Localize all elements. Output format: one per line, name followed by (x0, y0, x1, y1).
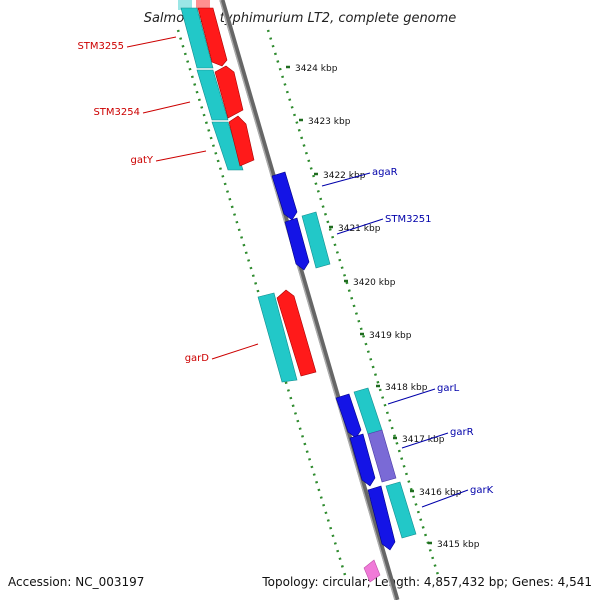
gene-label-right[interactable]: STM3251 (385, 214, 432, 225)
gene-labels: STM3255 STM3254 gatY garD agaR STM3251 garL gar… (77, 36, 494, 508)
gene-label-left[interactable]: gatY (130, 155, 153, 166)
map-title: Salmonella typhimurium LT2, complete gen… (144, 11, 457, 26)
gene-cyan-gaty (211, 121, 244, 171)
gene-purple-garr (367, 429, 397, 483)
topology-text: Topology: circular; Length: 4,857,432 bp… (261, 575, 592, 589)
scale-label: 3421 kbp (338, 224, 381, 234)
leader-line-right (321, 172, 371, 187)
scale-label: 3424 kbp (295, 64, 338, 74)
gene-label-right[interactable]: garL (437, 383, 460, 394)
genome-backbone-highlight (219, 0, 396, 600)
gene-cyan-gark (385, 481, 417, 539)
gene-label-right[interactable]: garK (470, 485, 494, 496)
leader-line-left (126, 36, 177, 48)
gene-blue-garl (335, 393, 362, 439)
gene-red-stm3254 (214, 65, 244, 119)
leader-line-right (421, 489, 469, 508)
scale-label: 3420 kbp (353, 278, 396, 288)
gene-blue-stm3251 (284, 217, 310, 271)
scale-label: 3416 kbp (419, 488, 462, 498)
gene-blue-gark (367, 485, 396, 551)
gene-red-gard (276, 289, 317, 377)
scale-labels: 3424 kbp 3423 kbp 3422 kbp 3421 kbp 3420 kbp… (286, 64, 480, 550)
accession-text: Accession: NC_003197 (8, 575, 144, 589)
gene-label-left[interactable]: STM3254 (93, 107, 140, 118)
leader-line-right (336, 218, 384, 235)
genome-backbone (219, 0, 400, 600)
scale-label: 3418 kbp (385, 383, 428, 393)
leader-line-left (155, 150, 207, 162)
scale-label: 3423 kbp (308, 117, 351, 127)
gene-cyan-gard (257, 292, 298, 383)
gene-red-gaty (228, 115, 255, 167)
leader-line-right (401, 432, 449, 449)
gene-label-right[interactable]: garR (450, 427, 474, 438)
scale-label: 3419 kbp (369, 331, 412, 341)
gene-cyan-top-fade (178, 0, 192, 10)
leader-line-left (142, 101, 191, 114)
scale-label: 3422 kbp (323, 171, 366, 181)
gene-label-left[interactable]: garD (185, 353, 210, 364)
gene-label-left[interactable]: STM3255 (77, 41, 124, 52)
leader-line-left (211, 343, 259, 360)
gene-red-stm3255 (197, 7, 228, 67)
gene-cyan-stm3255 (180, 7, 214, 69)
scale-label: 3415 kbp (437, 540, 480, 550)
gene-cyan-stm3251 (301, 211, 331, 269)
gene-blue-garr (349, 433, 376, 487)
gene-cyan-stm3254 (196, 69, 229, 121)
gene-pink-bottom (363, 559, 381, 583)
gene-label-right[interactable]: agaR (372, 167, 398, 178)
gene-red-top-fade (196, 0, 210, 10)
scale-label: 3417 kbp (402, 435, 445, 445)
leader-line-right (387, 388, 436, 405)
gene-blue-agar (271, 171, 298, 221)
